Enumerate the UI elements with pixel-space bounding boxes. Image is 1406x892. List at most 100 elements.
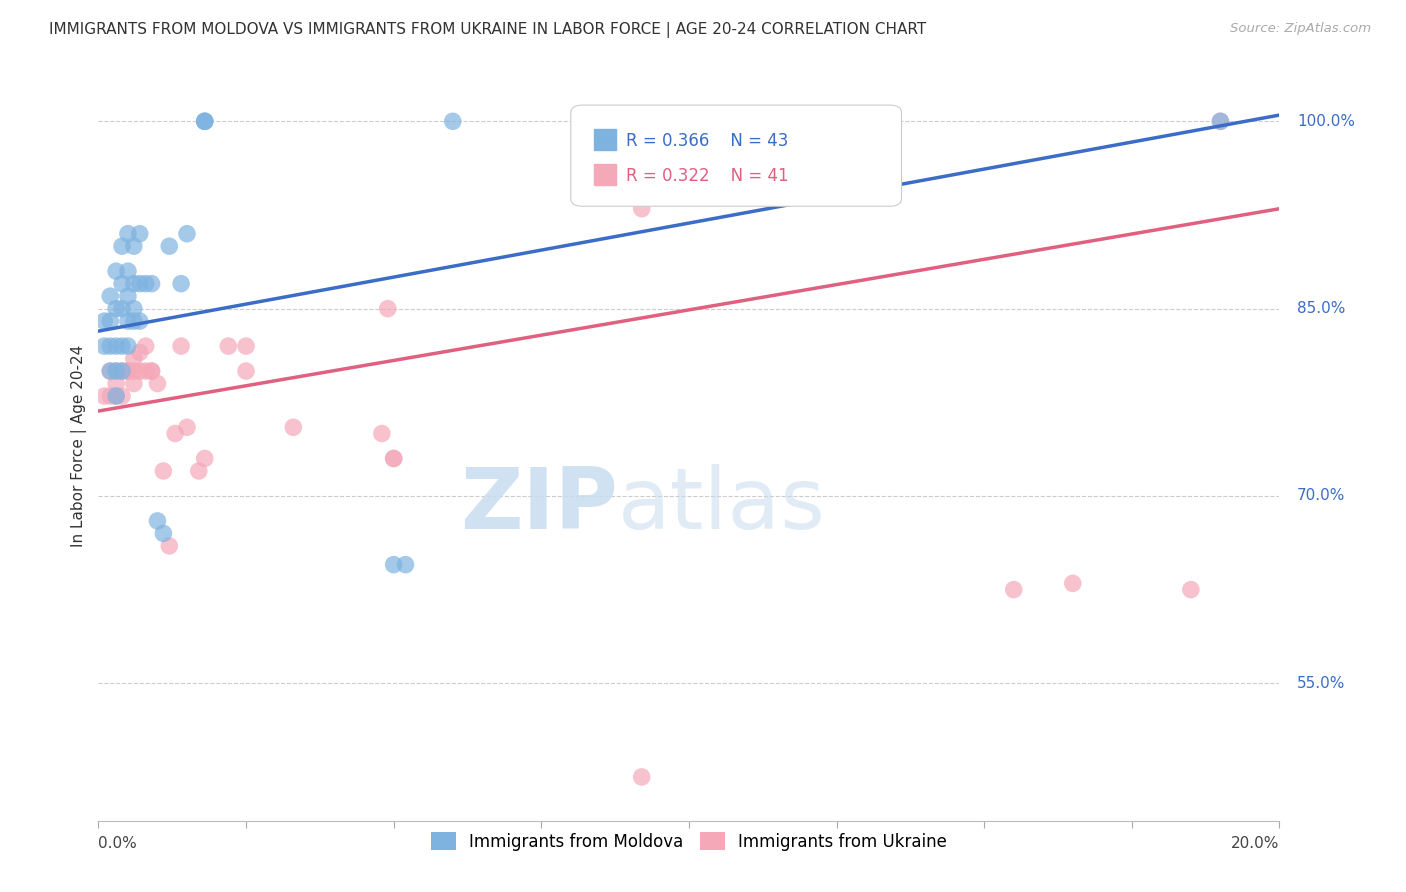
Point <box>170 339 193 353</box>
Point <box>371 426 394 441</box>
Point <box>630 202 652 216</box>
Legend: Immigrants from Moldova, Immigrants from Ukraine: Immigrants from Moldova, Immigrants from… <box>425 826 953 857</box>
Text: IMMIGRANTS FROM MOLDOVA VS IMMIGRANTS FROM UKRAINE IN LABOR FORCE | AGE 20-24 CO: IMMIGRANTS FROM MOLDOVA VS IMMIGRANTS FR… <box>49 22 927 38</box>
Point <box>122 364 145 378</box>
Point <box>441 114 464 128</box>
Point <box>152 526 174 541</box>
Point <box>98 289 121 303</box>
Point <box>141 364 163 378</box>
Text: R = 0.366    N = 43: R = 0.366 N = 43 <box>626 132 789 150</box>
FancyBboxPatch shape <box>571 105 901 206</box>
Point <box>141 277 163 291</box>
Point <box>98 389 121 403</box>
Text: ZIP: ZIP <box>460 465 619 548</box>
Text: 85.0%: 85.0% <box>1298 301 1346 316</box>
Text: 0.0%: 0.0% <box>98 836 138 851</box>
Point <box>105 364 128 378</box>
Point <box>105 301 128 316</box>
Point <box>176 227 198 241</box>
Bar <box>595 164 616 186</box>
Point <box>382 451 405 466</box>
Point <box>194 451 217 466</box>
Point <box>1209 114 1232 128</box>
Point <box>117 314 139 328</box>
Point <box>135 339 157 353</box>
Point <box>187 464 209 478</box>
Text: 20.0%: 20.0% <box>1232 836 1279 851</box>
Point <box>825 114 848 128</box>
Point <box>111 339 134 353</box>
Point <box>117 339 139 353</box>
Point <box>128 277 150 291</box>
Point <box>194 114 217 128</box>
Bar <box>595 129 616 150</box>
Point <box>1002 582 1025 597</box>
Point <box>235 339 257 353</box>
Point <box>111 301 134 316</box>
Point <box>176 420 198 434</box>
Point <box>135 277 157 291</box>
Point <box>283 420 305 434</box>
Text: 100.0%: 100.0% <box>1298 114 1355 128</box>
Point <box>128 345 150 359</box>
Point <box>122 314 145 328</box>
Point <box>146 376 169 391</box>
Point <box>105 339 128 353</box>
Point <box>98 364 121 378</box>
Point <box>128 227 150 241</box>
Point <box>117 289 139 303</box>
Point <box>152 464 174 478</box>
Point <box>105 264 128 278</box>
Point <box>111 239 134 253</box>
Text: Source: ZipAtlas.com: Source: ZipAtlas.com <box>1230 22 1371 36</box>
Point <box>122 376 145 391</box>
Point <box>105 364 128 378</box>
Point <box>105 376 128 391</box>
Point <box>165 426 187 441</box>
Point <box>111 277 134 291</box>
Point <box>98 364 121 378</box>
Point <box>170 277 193 291</box>
Point <box>128 364 150 378</box>
Text: 70.0%: 70.0% <box>1298 489 1346 503</box>
Point <box>98 314 121 328</box>
Point <box>93 314 115 328</box>
Point <box>382 558 405 572</box>
Point <box>157 239 180 253</box>
Point <box>122 301 145 316</box>
Point <box>157 539 180 553</box>
Point <box>111 389 134 403</box>
Y-axis label: In Labor Force | Age 20-24: In Labor Force | Age 20-24 <box>72 345 87 547</box>
Point <box>394 558 416 572</box>
Point <box>111 364 134 378</box>
Point <box>128 314 150 328</box>
Point <box>117 364 139 378</box>
Point <box>235 364 257 378</box>
Point <box>93 389 115 403</box>
Point <box>194 114 217 128</box>
Point <box>141 364 163 378</box>
Text: atlas: atlas <box>619 465 827 548</box>
Point <box>1062 576 1084 591</box>
Text: 55.0%: 55.0% <box>1298 676 1346 690</box>
Point <box>93 339 115 353</box>
Point <box>122 277 145 291</box>
Point <box>105 389 128 403</box>
Point <box>146 514 169 528</box>
Point <box>122 239 145 253</box>
Point <box>111 364 134 378</box>
Point <box>117 364 139 378</box>
Point <box>194 114 217 128</box>
Point <box>135 364 157 378</box>
Point <box>1209 114 1232 128</box>
Point <box>1180 582 1202 597</box>
Text: R = 0.322    N = 41: R = 0.322 N = 41 <box>626 168 789 186</box>
Point <box>117 227 139 241</box>
Point <box>630 770 652 784</box>
Point <box>122 351 145 366</box>
Point <box>117 264 139 278</box>
Point <box>105 389 128 403</box>
Point <box>382 451 405 466</box>
Point <box>98 339 121 353</box>
Point <box>217 339 239 353</box>
